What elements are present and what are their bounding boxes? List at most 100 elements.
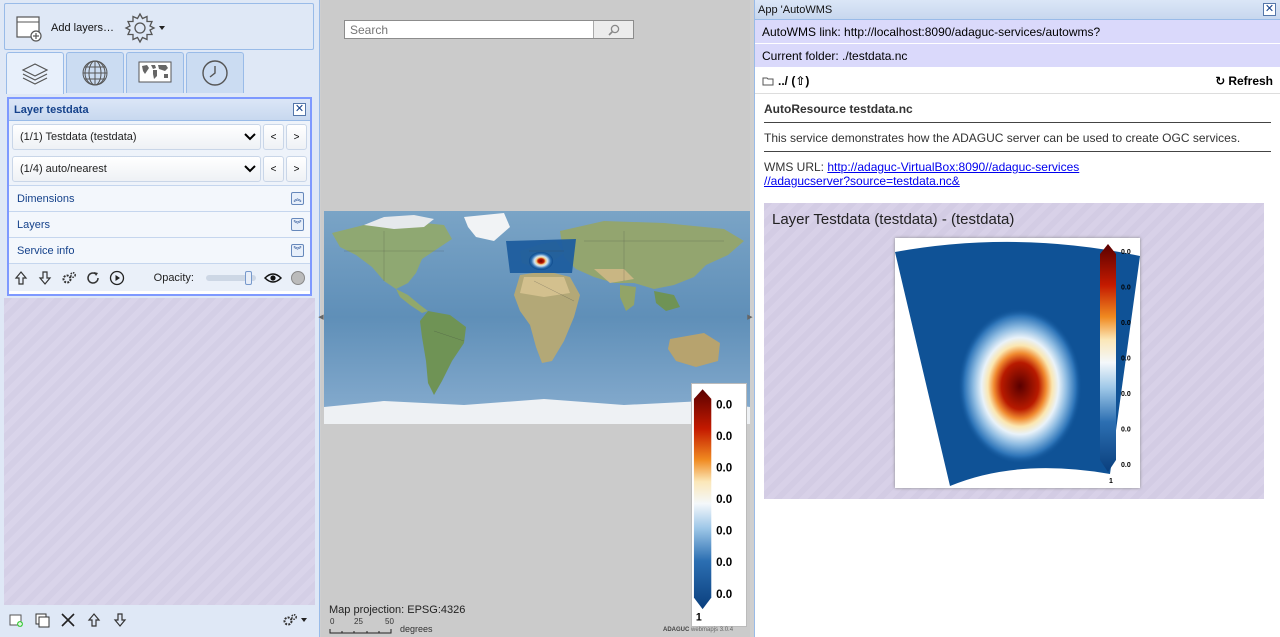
collapse-up-icon[interactable]: ︽ bbox=[291, 192, 304, 205]
add-item-icon[interactable] bbox=[8, 612, 24, 628]
layer-select[interactable]: (1/1) Testdata (testdata) bbox=[12, 124, 261, 150]
layer-next-button[interactable]: > bbox=[286, 124, 307, 150]
left-panel: Add layers… bbox=[0, 0, 320, 637]
layer-select-row: (1/1) Testdata (testdata) < > bbox=[9, 121, 310, 153]
layer-list-empty-area bbox=[4, 298, 315, 605]
refresh-button[interactable]: ↻ Refresh bbox=[1215, 74, 1273, 88]
close-autowms-button[interactable]: ✕ bbox=[1263, 3, 1276, 16]
opacity-slider-thumb[interactable] bbox=[244, 270, 252, 285]
refresh-icon[interactable] bbox=[85, 270, 101, 286]
arrow-up-icon[interactable] bbox=[13, 270, 29, 286]
chevron-down-icon bbox=[244, 133, 256, 141]
preview-legend-label: 0.0 bbox=[1121, 249, 1131, 256]
style-next-button[interactable]: > bbox=[286, 156, 307, 182]
layer-preview: Layer Testdata (testdata) - (testdata) 0… bbox=[764, 203, 1264, 499]
add-layers-label: Add layers… bbox=[51, 22, 114, 34]
current-folder-row: Current folder: ./testdata.nc bbox=[755, 44, 1280, 68]
legend-label: 0.0 bbox=[716, 431, 732, 443]
expand-down-icon[interactable]: ︾ bbox=[291, 244, 304, 257]
preview-legend-label: 0.0 bbox=[1121, 462, 1131, 469]
search-input[interactable] bbox=[345, 21, 593, 38]
copy-icon[interactable] bbox=[34, 612, 50, 628]
autowms-link-row: AutoWMS link: http://localhost:8090/adag… bbox=[755, 20, 1280, 44]
credit-version: webmapjs 3.0.4 bbox=[691, 627, 734, 633]
chevron-down-icon bbox=[301, 617, 307, 622]
map-projection-label: Map projection: EPSG:4326 bbox=[329, 604, 466, 616]
close-layer-button[interactable]: ✕ bbox=[293, 103, 306, 116]
section-service-info[interactable]: Service info ︾ bbox=[9, 237, 310, 263]
arrow-down-icon[interactable] bbox=[37, 270, 53, 286]
autowms-title-bar: App 'AutoWMS ✕ bbox=[755, 0, 1280, 20]
preview-legend-label: 0.0 bbox=[1121, 391, 1131, 398]
opacity-slider[interactable] bbox=[206, 270, 256, 285]
layer-prev-button[interactable]: < bbox=[263, 124, 284, 150]
legend-label: 0.0 bbox=[716, 526, 732, 538]
legend-label: 0.0 bbox=[716, 400, 732, 412]
layer-tools-bar: Opacity: bbox=[9, 263, 310, 291]
arrow-up-icon[interactable] bbox=[86, 612, 102, 628]
gears-icon[interactable] bbox=[61, 270, 77, 286]
scale-tick-25: 25 bbox=[354, 617, 363, 626]
refresh-icon: ↻ bbox=[1215, 73, 1226, 88]
tab-world-map[interactable] bbox=[126, 52, 184, 93]
collapse-right-handle[interactable]: ▶ bbox=[747, 314, 753, 321]
bottom-settings-button[interactable] bbox=[282, 612, 307, 628]
map-viewport[interactable]: ◀ ▶ 0.0 0.0 0.0 0.0 0.0 0.0 0.0 1 Map projecti… bbox=[318, 0, 753, 637]
clock-icon bbox=[202, 60, 228, 86]
add-layers-button[interactable]: Add layers… bbox=[15, 12, 114, 44]
legend-label: 0.0 bbox=[716, 557, 732, 569]
data-hotspot bbox=[529, 252, 553, 270]
collapse-left-handle[interactable]: ◀ bbox=[318, 314, 324, 321]
section-layers-label: Layers bbox=[17, 218, 51, 231]
expand-down-icon[interactable]: ︾ bbox=[291, 218, 304, 231]
preview-legend-label: 0.0 bbox=[1121, 285, 1131, 292]
world-map-icon bbox=[138, 61, 172, 83]
scale-tick-50: 50 bbox=[385, 617, 394, 626]
legend-label: 0.0 bbox=[716, 589, 732, 601]
refresh-label: Refresh bbox=[1228, 73, 1273, 88]
globe-icon bbox=[82, 60, 108, 86]
play-icon[interactable] bbox=[109, 270, 125, 286]
wms-url-link[interactable]: http://adaguc-VirtualBox:8090//adaguc-se… bbox=[764, 160, 1079, 188]
bottom-toolbar bbox=[4, 606, 315, 633]
arrow-down-icon[interactable] bbox=[112, 612, 128, 628]
style-select-value: (1/4) auto/nearest bbox=[20, 163, 107, 175]
wms-url-line: WMS URL: http://adaguc-VirtualBox:8090//… bbox=[764, 160, 1271, 188]
section-dimensions[interactable]: Dimensions ︽ bbox=[9, 185, 310, 211]
tab-time[interactable] bbox=[186, 52, 244, 93]
status-indicator-icon bbox=[291, 270, 305, 285]
gear-icon bbox=[124, 12, 156, 44]
eye-icon[interactable] bbox=[264, 271, 282, 285]
autowms-panel: App 'AutoWMS ✕ AutoWMS link: http://loca… bbox=[754, 0, 1280, 637]
layer-preview-image[interactable]: 0.0 0.0 0.0 0.0 0.0 0.0 0.0 1 bbox=[895, 238, 1140, 488]
search-box bbox=[344, 20, 634, 39]
left-tab-bar bbox=[6, 52, 244, 94]
folder-icon bbox=[762, 77, 774, 85]
tab-globe[interactable] bbox=[66, 52, 124, 93]
world-map[interactable] bbox=[324, 211, 750, 424]
style-prev-button[interactable]: < bbox=[263, 156, 284, 182]
delete-icon[interactable] bbox=[60, 612, 76, 628]
layer-select-value: (1/1) Testdata (testdata) bbox=[20, 131, 137, 143]
autowms-title: App 'AutoWMS bbox=[758, 3, 833, 16]
folder-up-link[interactable]: ../ (⇧) bbox=[778, 73, 810, 88]
legend-bottom-label: 1 bbox=[696, 612, 702, 624]
search-button[interactable] bbox=[593, 21, 633, 38]
tab-layers[interactable] bbox=[6, 52, 64, 94]
map-credit: ADAGUC webmapjs 3.0.4 bbox=[663, 627, 733, 633]
style-select[interactable]: (1/4) auto/nearest bbox=[12, 156, 261, 182]
section-service-info-label: Service info bbox=[17, 244, 75, 257]
resource-info: AutoResource testdata.nc This service de… bbox=[755, 102, 1280, 188]
add-layer-icon bbox=[16, 16, 42, 42]
opacity-label: Opacity: bbox=[153, 271, 194, 284]
resource-title: AutoResource testdata.nc bbox=[764, 102, 1271, 123]
preview-legend-label: 0.0 bbox=[1121, 320, 1131, 327]
preview-legend-label: 0.0 bbox=[1121, 356, 1131, 363]
scale-tick-0: 0 bbox=[330, 617, 335, 626]
close-icon: ✕ bbox=[1264, 3, 1275, 15]
layer-toolbar: Add layers… bbox=[4, 3, 314, 50]
legend-label: 0.0 bbox=[716, 494, 732, 506]
settings-menu-button[interactable] bbox=[123, 12, 165, 44]
legend-label: 0.0 bbox=[716, 463, 732, 475]
section-layers[interactable]: Layers ︾ bbox=[9, 211, 310, 237]
